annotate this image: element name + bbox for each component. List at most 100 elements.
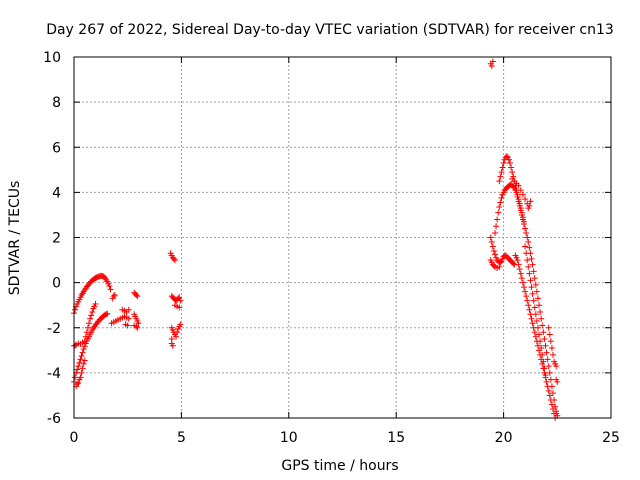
data-point [539, 351, 546, 358]
data-point [77, 374, 84, 381]
data-point [125, 306, 132, 313]
data-point [534, 342, 541, 349]
data-point [516, 200, 523, 207]
data-point [81, 357, 88, 364]
x-tick-label: 5 [177, 430, 186, 446]
data-point [522, 196, 529, 203]
y-tick-label: -2 [47, 321, 61, 337]
data-point [83, 329, 90, 336]
data-point [543, 349, 550, 356]
data-point [80, 346, 87, 353]
data-point [524, 257, 531, 264]
data-point [499, 164, 506, 171]
data-point [534, 295, 541, 302]
data-point [74, 381, 81, 388]
data-point [176, 294, 183, 301]
data-point [78, 352, 85, 359]
data-point [536, 302, 543, 309]
data-point [125, 315, 132, 322]
data-point [546, 369, 553, 376]
data-point [530, 297, 537, 304]
data-point [533, 317, 540, 324]
data-point [524, 234, 531, 241]
x-tick-label: 10 [280, 430, 298, 446]
data-point [517, 187, 524, 194]
data-point [487, 234, 494, 241]
data-point [503, 153, 510, 160]
data-point [525, 302, 532, 309]
data-point [76, 359, 83, 366]
data-point [82, 333, 89, 340]
data-point [537, 338, 544, 345]
data-point [507, 160, 514, 167]
data-point [532, 311, 539, 318]
data-point [521, 284, 528, 291]
data-point [524, 297, 531, 304]
data-point [543, 378, 550, 385]
data-point [498, 169, 505, 176]
data-point [534, 324, 541, 331]
data-point [77, 356, 84, 363]
data-point [81, 338, 88, 345]
data-point [75, 380, 82, 387]
data-point [497, 259, 504, 266]
data-point [497, 199, 504, 206]
data-point [554, 378, 561, 385]
data-point [550, 390, 557, 397]
y-tick-label: 6 [52, 140, 61, 156]
data-point [171, 257, 178, 264]
data-point [72, 306, 79, 313]
grid-lines [74, 57, 611, 418]
data-point [75, 363, 82, 370]
data-point [124, 322, 131, 329]
data-point [74, 366, 81, 373]
data-point [79, 349, 86, 356]
data-point [529, 320, 536, 327]
data-point [544, 383, 551, 390]
data-point [174, 329, 181, 336]
x-tick-label: 0 [70, 430, 79, 446]
data-point [525, 263, 532, 270]
data-point [532, 281, 539, 288]
data-point [547, 396, 554, 403]
data-point [78, 369, 85, 376]
data-point [521, 218, 528, 225]
data-point [525, 239, 532, 246]
data-point [169, 342, 176, 349]
data-point [86, 320, 93, 327]
data-point [544, 356, 551, 363]
data-point [92, 301, 99, 308]
data-point [493, 223, 500, 230]
x-tick-label: 20 [495, 430, 513, 446]
axis-tick-labels: 0 5 10 15 20 25 -6 -4 -2 0 2 4 6 8 10 [43, 50, 620, 446]
data-point [548, 401, 555, 408]
data-point [519, 279, 526, 286]
data-point [133, 292, 140, 299]
data-point [72, 374, 79, 381]
data-point [505, 156, 512, 163]
data-point [134, 293, 141, 300]
data-point [546, 392, 553, 399]
data-point [548, 345, 555, 352]
data-point [522, 225, 529, 232]
y-tick-label: 8 [52, 95, 61, 111]
data-point [517, 270, 524, 277]
data-point [488, 239, 495, 246]
data-point [496, 263, 503, 270]
data-point [84, 324, 91, 331]
data-point [497, 173, 504, 180]
data-point [133, 323, 140, 330]
data-point [550, 405, 557, 412]
data-point [542, 342, 549, 349]
data-point [527, 198, 534, 205]
data-point [494, 216, 501, 223]
data-point [496, 204, 503, 211]
data-point [509, 169, 516, 176]
data-point [526, 306, 533, 313]
data-point [545, 387, 552, 394]
data-point [545, 324, 552, 331]
data-point [134, 324, 141, 331]
data-point [519, 191, 526, 198]
data-point [529, 290, 536, 297]
chart-title: Day 267 of 2022, Sidereal Day-to-day VTE… [46, 22, 614, 38]
